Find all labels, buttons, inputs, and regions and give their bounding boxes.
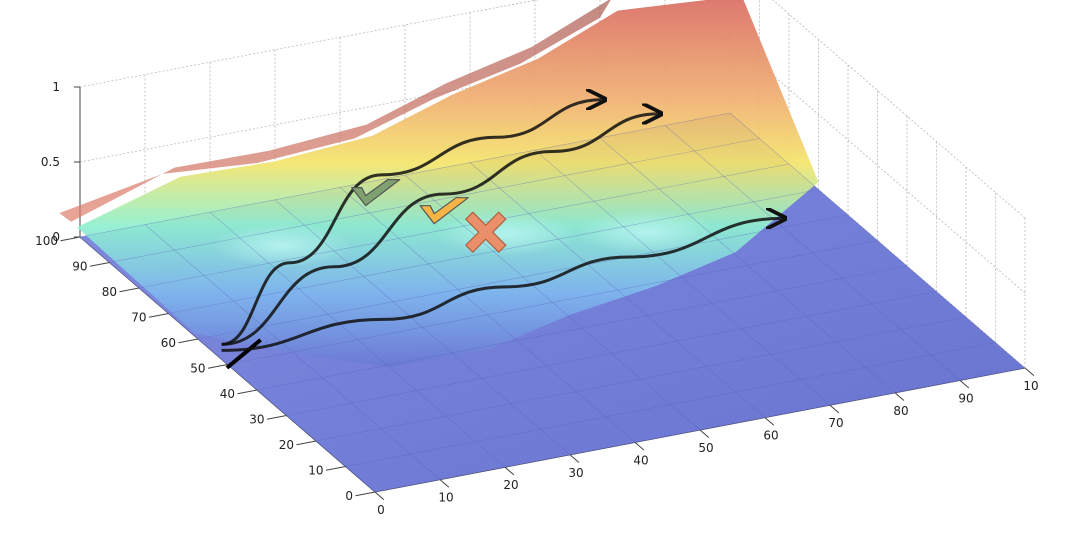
x-tick-mark bbox=[764, 417, 775, 426]
check-icon bbox=[419, 197, 469, 225]
y-tick-label: 80 bbox=[102, 285, 117, 299]
cross-icon bbox=[465, 211, 507, 253]
y-tick-label: 0 bbox=[345, 489, 353, 503]
x-tick-mark bbox=[699, 429, 710, 439]
y-tick-label: 30 bbox=[249, 413, 264, 427]
x-tick-label: 10 bbox=[1023, 379, 1038, 393]
mesh-line-y bbox=[138, 163, 790, 289]
x-tick-label: 30 bbox=[568, 466, 583, 480]
y-tick-mark bbox=[148, 313, 169, 318]
z-tick-label: 0 bbox=[52, 230, 60, 244]
y-tick-mark bbox=[207, 364, 228, 369]
mesh-line-x bbox=[534, 149, 831, 406]
y-tick-label: 50 bbox=[190, 362, 205, 376]
mesh-line-y bbox=[345, 342, 996, 467]
trajectory-paths bbox=[221, 100, 783, 370]
x-tick-mark bbox=[1024, 367, 1035, 377]
mesh-line-y bbox=[168, 189, 819, 314]
mesh-line-x bbox=[209, 211, 506, 468]
y-tick-mark bbox=[266, 415, 287, 420]
z-tick-label: 0.5 bbox=[41, 155, 60, 169]
surface-glow-1 bbox=[436, 212, 577, 257]
x-tick-label: 80 bbox=[893, 404, 908, 418]
mesh-line-y bbox=[315, 316, 967, 442]
y-tick-label: 40 bbox=[220, 387, 235, 401]
y-tick-mark bbox=[178, 338, 199, 344]
trajectory-path-1 bbox=[221, 100, 603, 346]
x-tick-label: 0 bbox=[377, 503, 385, 517]
y-tick-label: 100 bbox=[35, 234, 58, 248]
surface-glow-2 bbox=[577, 210, 718, 255]
x-tick-label: 20 bbox=[503, 478, 518, 492]
y-tick-mark bbox=[296, 440, 317, 446]
mesh-line-y bbox=[256, 265, 908, 391]
z-tick-label: 1 bbox=[52, 80, 60, 94]
surface-ridge bbox=[77, 0, 819, 368]
x-tick-mark bbox=[374, 491, 385, 501]
x-tick-mark bbox=[504, 466, 515, 476]
mesh-line-y bbox=[197, 214, 849, 340]
x-tick-label: 70 bbox=[828, 416, 843, 430]
x-tick-mark bbox=[829, 404, 840, 414]
x-tick-mark bbox=[634, 442, 645, 451]
y-tick-label: 10 bbox=[308, 464, 323, 478]
x-tick-label: 10 bbox=[438, 491, 453, 505]
tick-labels: 0102030405060708090100102030405060708090… bbox=[35, 80, 1039, 517]
mesh-line-y bbox=[286, 291, 937, 416]
x-tick-label: 90 bbox=[958, 391, 973, 405]
y-tick-label: 60 bbox=[161, 336, 176, 350]
x-tick-label: 40 bbox=[633, 453, 648, 467]
mesh-line-y bbox=[79, 112, 731, 238]
gridline-side-z bbox=[729, 37, 1026, 294]
trajectory-path-3 bbox=[221, 218, 783, 352]
path-start-stub bbox=[225, 338, 262, 370]
x-tick-label: 60 bbox=[763, 429, 778, 443]
surface-ridge-rim bbox=[59, 0, 611, 222]
x-tick-mark bbox=[894, 392, 905, 401]
mesh-line-x bbox=[729, 112, 1026, 369]
y-tick-mark bbox=[60, 236, 81, 242]
gridline-side-z bbox=[772, 0, 1026, 219]
mesh-line-y bbox=[109, 138, 760, 263]
outcome-markers bbox=[351, 179, 507, 253]
y-tick-mark bbox=[237, 389, 258, 395]
y-tick-label: 70 bbox=[131, 311, 146, 325]
x-tick-mark bbox=[439, 479, 450, 488]
mesh-line-y bbox=[227, 240, 878, 365]
mesh-line-x bbox=[144, 224, 441, 480]
mesh-line-x bbox=[469, 162, 766, 418]
y-tick-mark bbox=[119, 287, 140, 293]
y-tick-mark bbox=[355, 491, 376, 497]
y-tick-mark bbox=[325, 466, 346, 471]
mesh-line-x bbox=[274, 199, 571, 456]
surface bbox=[59, 0, 1026, 493]
mesh-line-x bbox=[404, 174, 701, 431]
x-tick-mark bbox=[959, 380, 970, 389]
x-tick-label: 50 bbox=[698, 441, 713, 455]
y-tick-mark bbox=[89, 262, 110, 267]
surface-glow-0 bbox=[212, 223, 352, 268]
y-tick-label: 20 bbox=[279, 438, 294, 452]
mesh-line-x bbox=[599, 137, 896, 394]
trajectory-path-2 bbox=[221, 114, 659, 346]
y-tick-label: 90 bbox=[72, 260, 87, 274]
x-tick-mark bbox=[569, 454, 580, 463]
mesh-line-x bbox=[664, 125, 961, 381]
check-icon bbox=[351, 179, 401, 207]
